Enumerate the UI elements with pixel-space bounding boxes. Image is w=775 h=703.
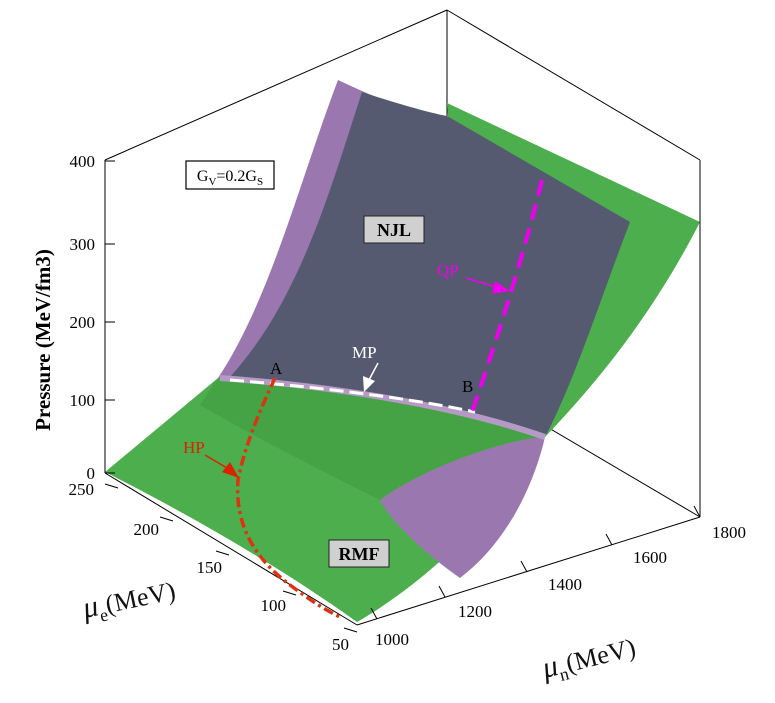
mp-arrow: [363, 362, 379, 392]
z-tick-200: 200: [70, 313, 96, 332]
z-axis-label: Pressure (MeV/fm3): [31, 249, 55, 431]
y-tick-150: 150: [197, 558, 223, 577]
z-tick-100: 100: [70, 391, 96, 410]
parameter-box: GV=0.2GS: [185, 160, 275, 190]
hp-label: HP: [183, 438, 205, 457]
hp-curve: [235, 377, 343, 620]
rmf-label-box: RMF: [328, 539, 390, 568]
z-axis-ticks: [105, 160, 115, 474]
qp-curve: [468, 179, 544, 419]
point-b-label: B: [462, 377, 473, 396]
box-front-edges: [104, 160, 701, 626]
svg-text:RMF: RMF: [339, 544, 380, 564]
y-tick-50: 50: [332, 635, 349, 654]
y-tick-100: 100: [261, 596, 287, 615]
svg-text:NJL: NJL: [377, 220, 411, 240]
x-axis-ticks: [370, 505, 701, 620]
x-tick-1200: 1200: [458, 602, 492, 621]
x-tick-1800: 1800: [712, 523, 746, 542]
surface-overlap: [230, 92, 630, 437]
mp-label: MP: [352, 343, 377, 362]
njl-label-box: NJL: [363, 215, 425, 244]
z-tick-400: 400: [70, 152, 96, 171]
njl-surface-lower: [380, 437, 545, 578]
svg-text:GV=0.2GS: GV=0.2GS: [197, 168, 263, 188]
x-axis-label: μn(MeV): [538, 630, 640, 689]
x-tick-1400: 1400: [548, 575, 582, 594]
y-tick-200: 200: [134, 520, 160, 539]
mp-curve: [229, 378, 476, 414]
z-tick-300: 300: [70, 235, 96, 254]
y-tick-250: 250: [69, 480, 95, 499]
qp-arrow: [465, 277, 510, 294]
x-tick-1000: 1000: [375, 630, 409, 649]
x-tick-1600: 1600: [633, 548, 667, 567]
y-axis-ticks: [104, 483, 358, 633]
hp-arrow: [204, 454, 239, 478]
rmf-surface-shade: [200, 378, 545, 500]
point-a-label: A: [270, 359, 283, 378]
y-axis-label: μe(MeV): [79, 573, 179, 629]
z-tick-0: 0: [87, 464, 96, 483]
qp-label: QP: [437, 261, 459, 280]
